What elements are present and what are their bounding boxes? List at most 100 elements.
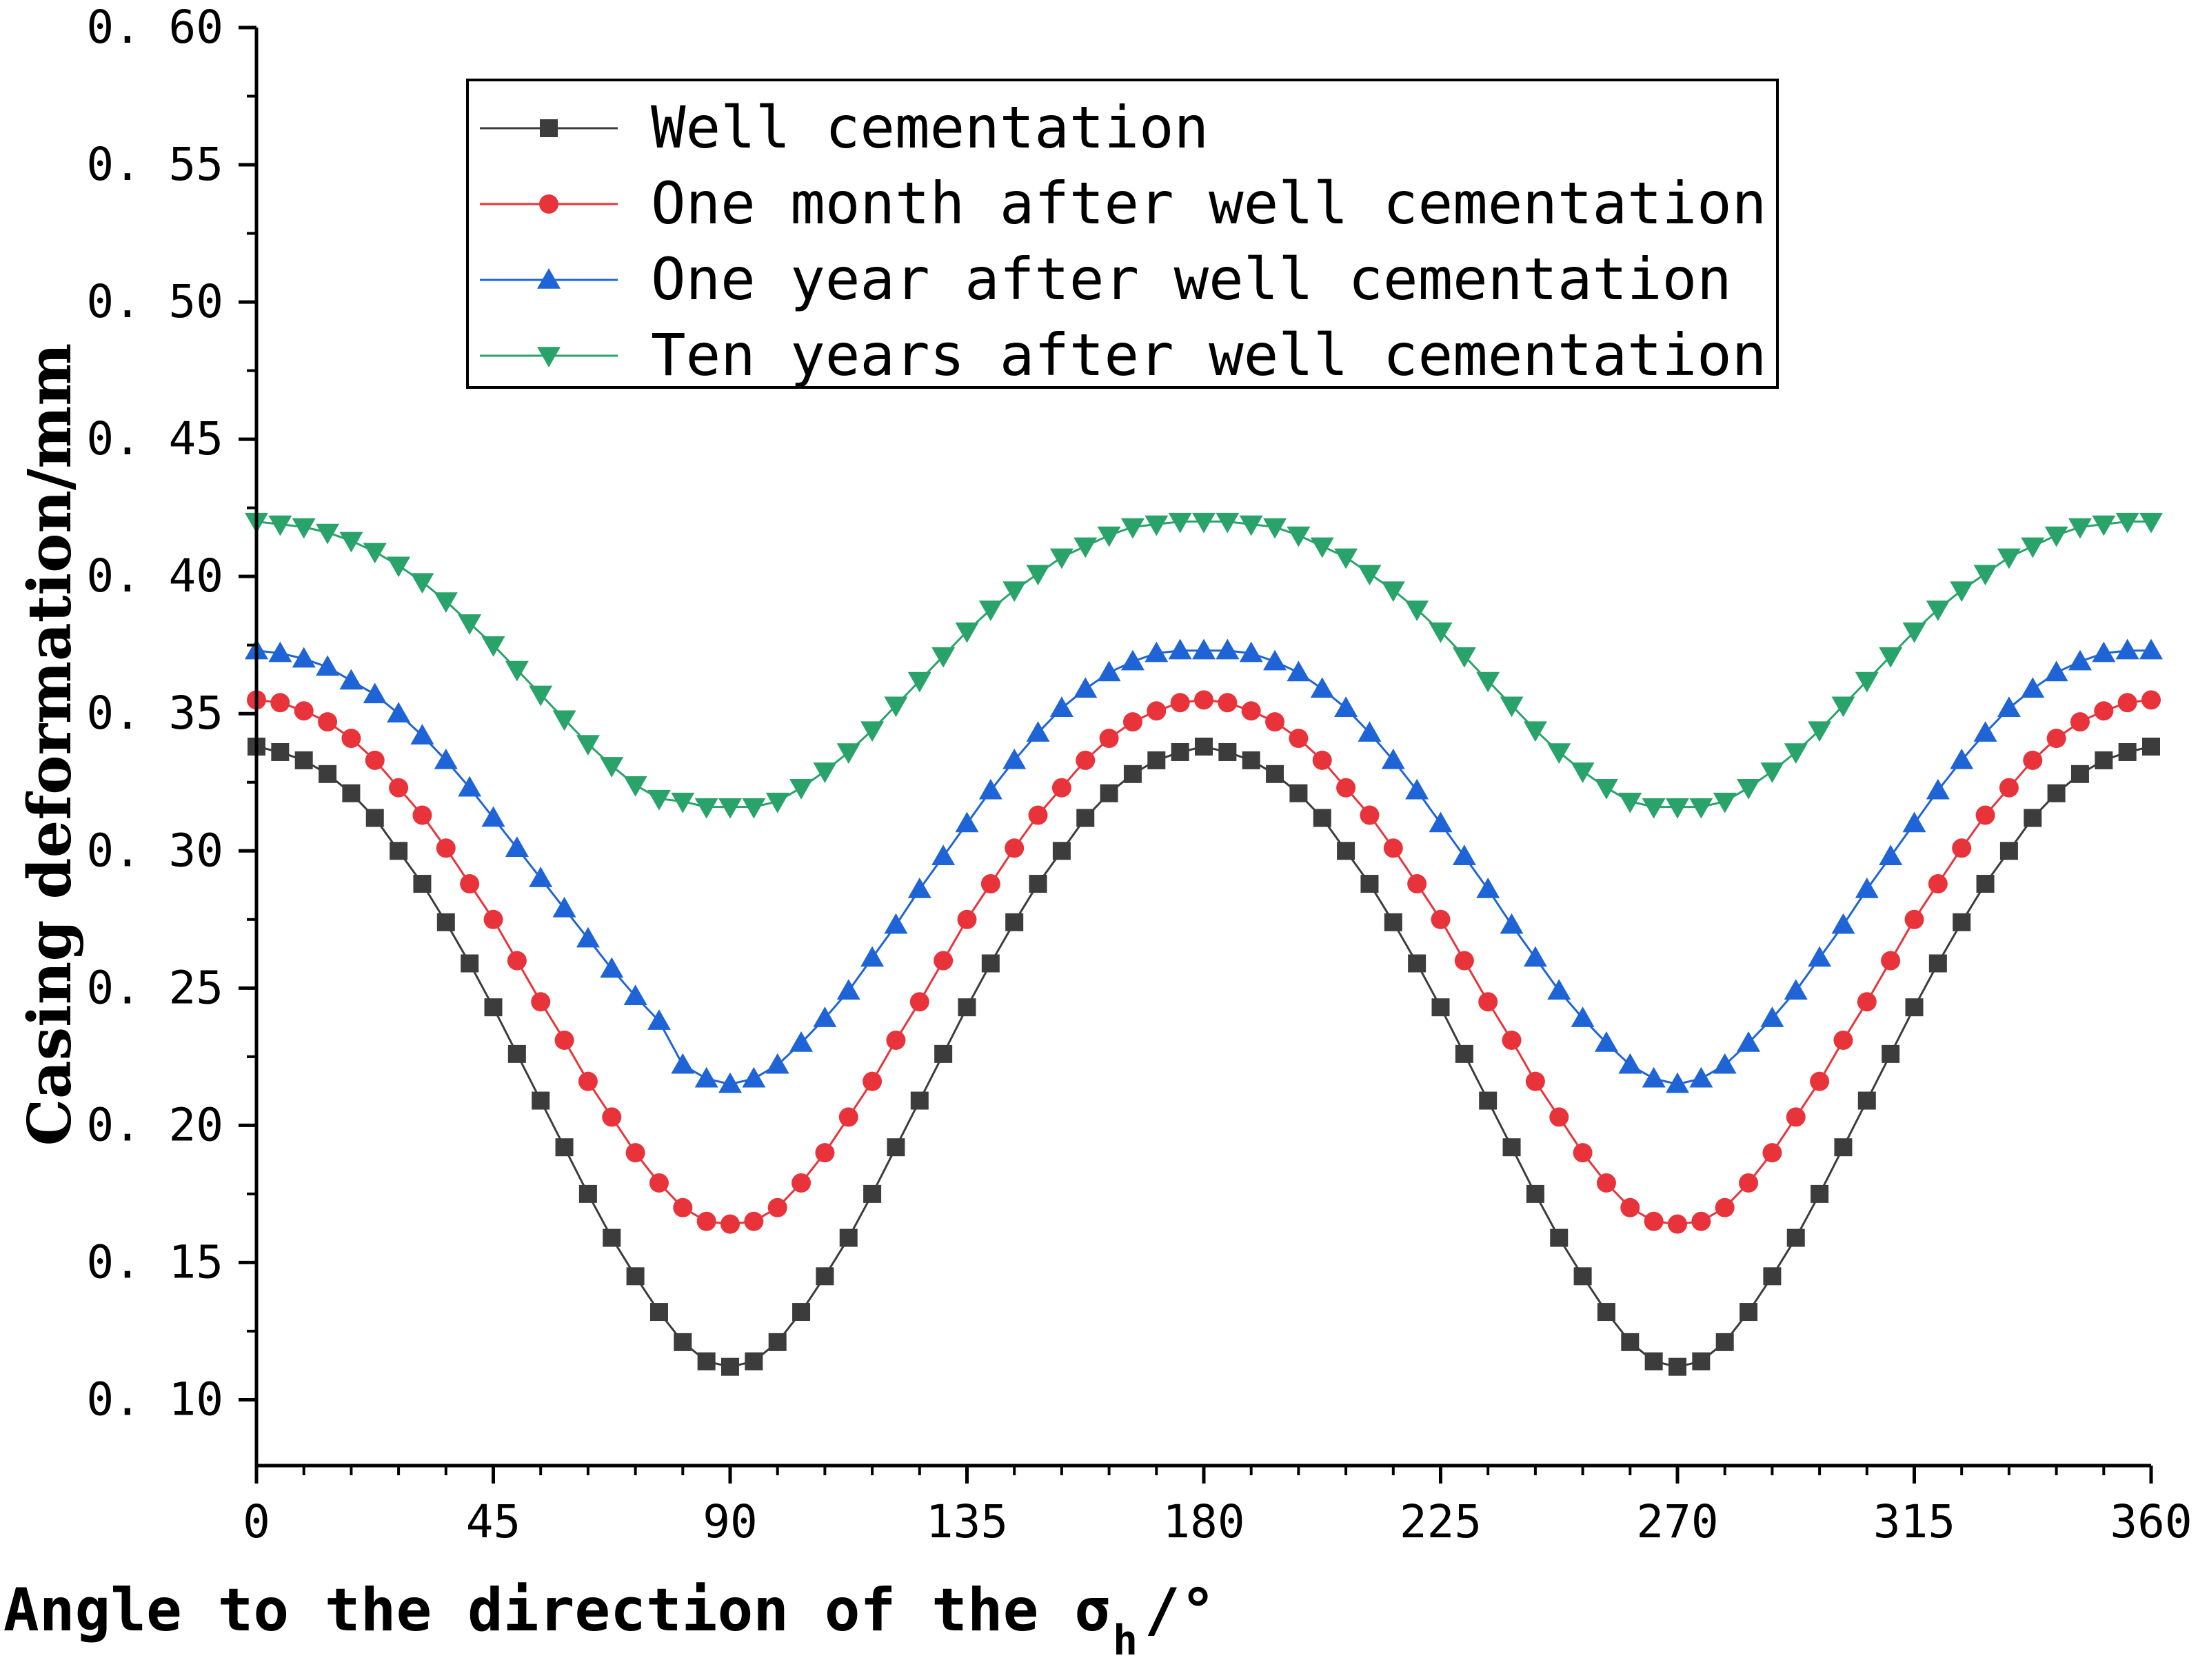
data-point	[363, 543, 387, 564]
data-point	[2094, 701, 2114, 721]
data-point	[458, 614, 482, 635]
data-point	[552, 896, 576, 918]
data-point	[1571, 1006, 1595, 1027]
data-point	[292, 647, 316, 668]
data-point	[765, 792, 789, 813]
data-point	[742, 1066, 766, 1088]
data-point	[1026, 565, 1050, 586]
data-point	[318, 712, 338, 732]
data-point	[1523, 946, 1547, 967]
data-point	[460, 874, 480, 894]
data-point	[1833, 1030, 1853, 1050]
data-point	[1905, 998, 1924, 1017]
data-point	[1171, 742, 1189, 761]
data-point	[507, 951, 527, 971]
data-point	[1523, 721, 1547, 742]
data-point	[1831, 696, 1855, 718]
data-point	[1287, 526, 1311, 547]
data-point	[552, 710, 576, 731]
data-point	[1973, 721, 1997, 742]
data-point	[2095, 751, 2113, 769]
y-tick-label: 0. 20	[86, 1098, 223, 1151]
data-point	[1879, 647, 1903, 668]
data-point	[1479, 1091, 1498, 1110]
data-point	[600, 757, 624, 778]
y-tick-label: 0. 50	[86, 275, 223, 328]
data-point	[931, 844, 956, 865]
data-point	[1502, 1030, 1522, 1050]
data-point	[1975, 805, 1995, 825]
data-point	[1147, 701, 1167, 721]
data-point	[1455, 1044, 1473, 1063]
legend-items: Well cementation One month after well cem…	[480, 94, 1766, 389]
data-point	[1571, 762, 1595, 783]
data-point	[649, 1303, 668, 1322]
data-point	[507, 1044, 526, 1063]
data-point	[1857, 992, 1877, 1012]
data-point	[1454, 951, 1474, 971]
data-point	[1123, 765, 1142, 783]
data-point	[1408, 954, 1426, 973]
data-point	[2092, 515, 2116, 536]
data-point	[720, 1214, 740, 1234]
legend-marker	[539, 194, 558, 214]
data-point	[1076, 809, 1095, 827]
data-point	[1358, 721, 1382, 742]
data-point	[1855, 671, 1879, 693]
data-point	[1383, 838, 1403, 858]
data-point	[839, 1228, 858, 1247]
data-point	[934, 1044, 953, 1063]
data-point	[1500, 913, 1524, 934]
data-point	[1452, 844, 1476, 865]
legend-marker	[540, 119, 558, 137]
data-point	[387, 702, 411, 722]
data-point	[1594, 778, 1618, 800]
data-point	[1666, 798, 1689, 819]
data-point	[554, 1030, 574, 1050]
data-point	[319, 765, 337, 783]
data-point	[1289, 784, 1308, 802]
data-point	[2115, 512, 2139, 534]
data-point	[2024, 809, 2042, 827]
data-point	[481, 806, 505, 827]
data-point	[907, 671, 931, 693]
data-point	[341, 729, 361, 749]
data-point	[1810, 1071, 1830, 1091]
data-point	[294, 701, 314, 721]
data-point	[1762, 1143, 1782, 1163]
data-point	[1429, 623, 1453, 643]
y-tick-label: 0. 30	[86, 824, 223, 877]
data-point	[532, 1091, 550, 1110]
data-point	[342, 784, 361, 802]
x-tick-label: 270	[1636, 1495, 1718, 1548]
data-point	[1122, 712, 1142, 732]
data-point	[1381, 748, 1405, 769]
data-point	[1692, 1352, 1711, 1370]
data-point	[389, 778, 409, 798]
data-point	[1950, 748, 1974, 769]
data-point	[1621, 1333, 1640, 1351]
series-layer	[245, 512, 2163, 1376]
data-point	[1596, 1173, 1616, 1193]
data-point	[531, 992, 551, 1012]
data-point	[576, 735, 600, 756]
data-point	[1099, 729, 1119, 749]
data-point	[1879, 844, 1903, 865]
data-point	[623, 776, 647, 797]
data-point	[1928, 954, 1947, 973]
data-point	[1902, 811, 1926, 833]
data-point	[1242, 751, 1260, 769]
y-tick-label: 0. 25	[86, 961, 223, 1014]
data-point	[339, 532, 363, 553]
data-point	[1973, 565, 1997, 586]
data-point	[1950, 581, 1974, 603]
data-point	[1668, 1357, 1686, 1376]
data-point	[1381, 581, 1405, 603]
y-tick-label: 0. 10	[86, 1373, 223, 1426]
data-point	[529, 685, 553, 707]
data-point	[1997, 696, 2021, 718]
data-point	[1028, 805, 1048, 825]
data-point	[1405, 778, 1429, 800]
data-point	[1857, 1091, 1876, 1110]
data-point	[863, 1184, 882, 1203]
